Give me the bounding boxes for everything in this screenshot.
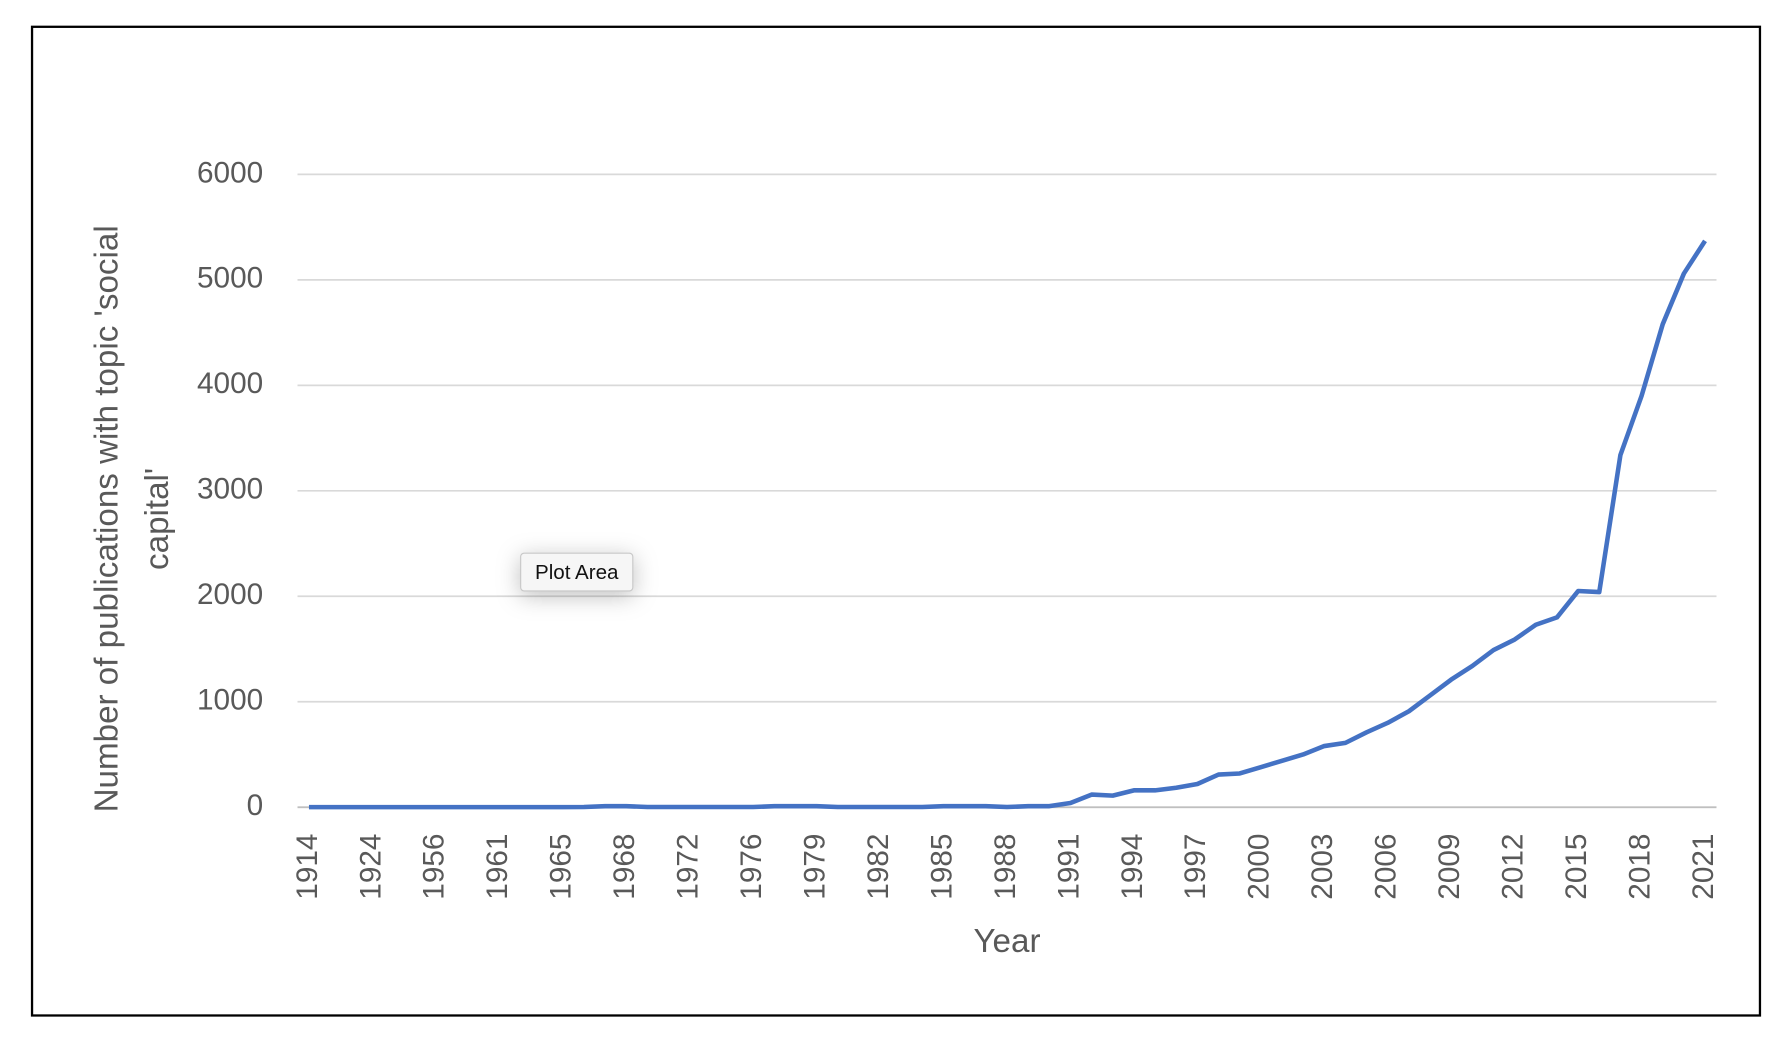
- data-line: [308, 239, 1707, 810]
- tooltip-box: Plot Area: [520, 552, 634, 592]
- x-tick-label: 1976: [735, 834, 768, 900]
- x-tick-label: 1982: [862, 834, 895, 900]
- x-tick-label: 2006: [1370, 834, 1403, 900]
- y-tick-label: 1000: [197, 684, 263, 717]
- x-tick-label: 2012: [1497, 834, 1530, 900]
- x-tick-label: 2018: [1623, 834, 1656, 900]
- x-tick-label: 1956: [418, 834, 451, 900]
- y-tick-label: 2000: [197, 578, 263, 611]
- chart-border: [30, 25, 1762, 1017]
- y-tick-label: 6000: [197, 156, 263, 189]
- x-tick-label: 1988: [989, 834, 1022, 900]
- tooltip-bg: [520, 552, 634, 592]
- x-tick-label: 2009: [1433, 834, 1466, 900]
- x-tick-label: 1924: [354, 834, 387, 900]
- y-tick-label: 5000: [197, 262, 263, 295]
- x-tick-label: 1985: [925, 834, 958, 900]
- x-tick-label: 2015: [1560, 834, 1593, 900]
- x-tick-label: 1968: [608, 834, 641, 900]
- x-tick-label: 1961: [481, 834, 514, 900]
- x-tick-label: 1979: [798, 834, 831, 900]
- x-tick-label: 2021: [1687, 834, 1720, 900]
- x-tick-label: 2000: [1243, 834, 1276, 900]
- x-tick-label: 1997: [1179, 834, 1212, 900]
- y-tick-label: 4000: [197, 367, 263, 400]
- x-tick-label: 1991: [1052, 834, 1085, 900]
- tooltip-text: Plot Area: [535, 561, 619, 584]
- x-axis-title: Year: [973, 923, 1040, 960]
- x-tick-label: 1965: [545, 834, 578, 900]
- y-tick-label: 3000: [197, 473, 263, 506]
- y-tick-label: 0: [247, 789, 264, 822]
- y-axis-title: capital': [139, 468, 176, 570]
- x-tick-label: 1972: [672, 834, 705, 900]
- y-axis-title: Number of publications with topic 'socia…: [88, 225, 125, 812]
- x-tick-label: 1994: [1116, 834, 1149, 900]
- x-tick-label: 2003: [1306, 834, 1339, 900]
- x-tick-label: 1914: [291, 834, 324, 900]
